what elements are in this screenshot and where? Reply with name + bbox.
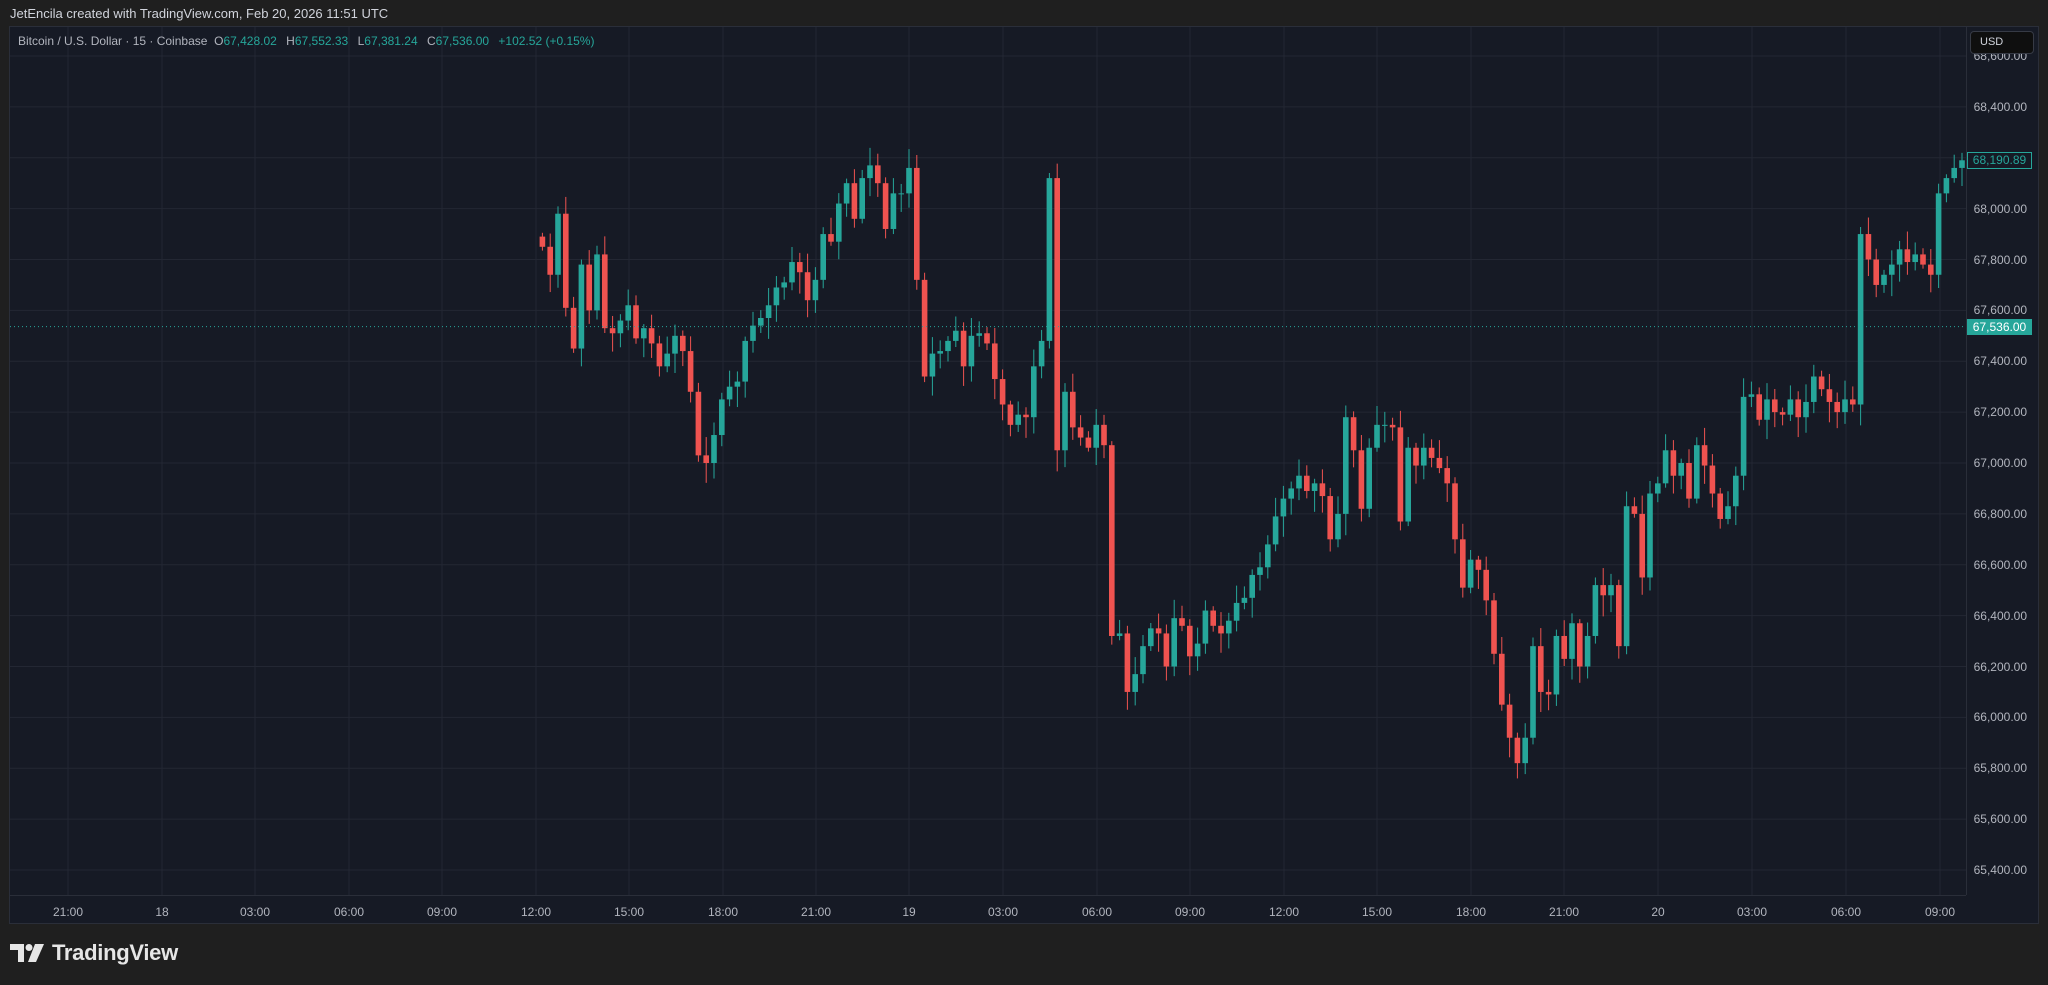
symbol-legend: Bitcoin / U.S. Dollar · 15 · Coinbase O6… (18, 34, 594, 48)
price-tick-label: 65,800.00 (1973, 761, 2027, 776)
price-tick-label: 65,400.00 (1973, 863, 2027, 877)
time-tick-label: 12:00 (520, 905, 552, 919)
open-value: 67,428.02 (223, 34, 277, 48)
high-label: H (286, 34, 295, 48)
price-tick-label: 67,800.00 (1973, 252, 2027, 267)
price-tick-label: 68,000.00 (1973, 201, 2027, 216)
price-axis[interactable]: 68,600.00 68,400.00 68,000.00 67,800.00 67,6… (1966, 27, 2039, 895)
high-value: 67,552.33 (294, 34, 349, 48)
time-tick-label: 21:00 (52, 905, 84, 919)
time-tick-label: 21:00 (800, 905, 832, 919)
open-label: O (214, 34, 224, 48)
price-tick-label: 66,800.00 (1973, 506, 2027, 521)
time-tick-label: 06:00 (1830, 905, 1862, 919)
tradingview-brand[interactable]: TradingView (10, 940, 178, 966)
symbol-title[interactable]: Bitcoin / U.S. Dollar · 15 · Coinbase (18, 34, 208, 48)
currency-button[interactable]: USD (1970, 31, 2034, 54)
time-tick-label: 03:00 (987, 905, 1019, 919)
time-tick-label: 12:00 (1268, 905, 1300, 919)
price-tick-label: 66,000.00 (1973, 710, 2027, 725)
time-tick-label: 15:00 (613, 905, 645, 919)
time-tick-label: 21:00 (1548, 905, 1580, 919)
time-tick-label: 06:00 (333, 905, 365, 919)
price-tick-label: 66,600.00 (1973, 557, 2027, 572)
close-value: 67,536.00 (435, 34, 490, 48)
time-tick-label: 18 (155, 905, 169, 919)
marked-price-tag: 68,190.89 (1967, 152, 2032, 170)
price-tick-label: 67,000.00 (1973, 456, 2027, 470)
change-value: +102.52 (+0.15%) (498, 34, 595, 48)
time-tick-label: 18:00 (707, 905, 739, 919)
price-tick-label: 66,400.00 (1973, 608, 2027, 623)
time-tick-label: 20 (1651, 905, 1665, 919)
price-tick-label: 66,200.00 (1973, 659, 2027, 674)
candlestick-plot[interactable] (10, 27, 1967, 895)
time-tick-label: 09:00 (1174, 905, 1206, 919)
chart-attribution: JetEncila created with TradingView.com, … (10, 6, 389, 21)
time-tick-label: 15:00 (1361, 905, 1393, 919)
time-tick-label: 06:00 (1081, 905, 1113, 919)
price-tick-label: 68,400.00 (1973, 99, 2027, 114)
close-label: C (427, 34, 436, 48)
price-tick-label: 65,600.00 (1973, 812, 2027, 827)
low-value: 67,381.24 (364, 34, 418, 48)
price-tick-label: 67,600.00 (1973, 303, 2027, 318)
time-tick-label: 09:00 (1924, 905, 1956, 919)
low-label: L (357, 34, 365, 48)
time-axis[interactable]: 21:00 18 03:00 06:00 09:00 12:00 15:00 18:00 21:… (10, 895, 1966, 924)
time-tick-label: 03:00 (1736, 905, 1768, 919)
time-tick-label: 09:00 (426, 905, 458, 919)
time-tick-label: 19 (902, 905, 916, 919)
tradingview-logo-icon (10, 944, 44, 962)
time-tick-label: 03:00 (239, 905, 271, 919)
chart-frame (9, 26, 2039, 924)
brand-name: TradingView (52, 940, 178, 965)
last-price-tag: 67,536.00 (1967, 318, 2032, 335)
price-tick-label: 67,400.00 (1973, 354, 2027, 369)
price-tick-label: 67,200.00 (1973, 405, 2027, 420)
time-tick-label: 18:00 (1455, 905, 1487, 919)
